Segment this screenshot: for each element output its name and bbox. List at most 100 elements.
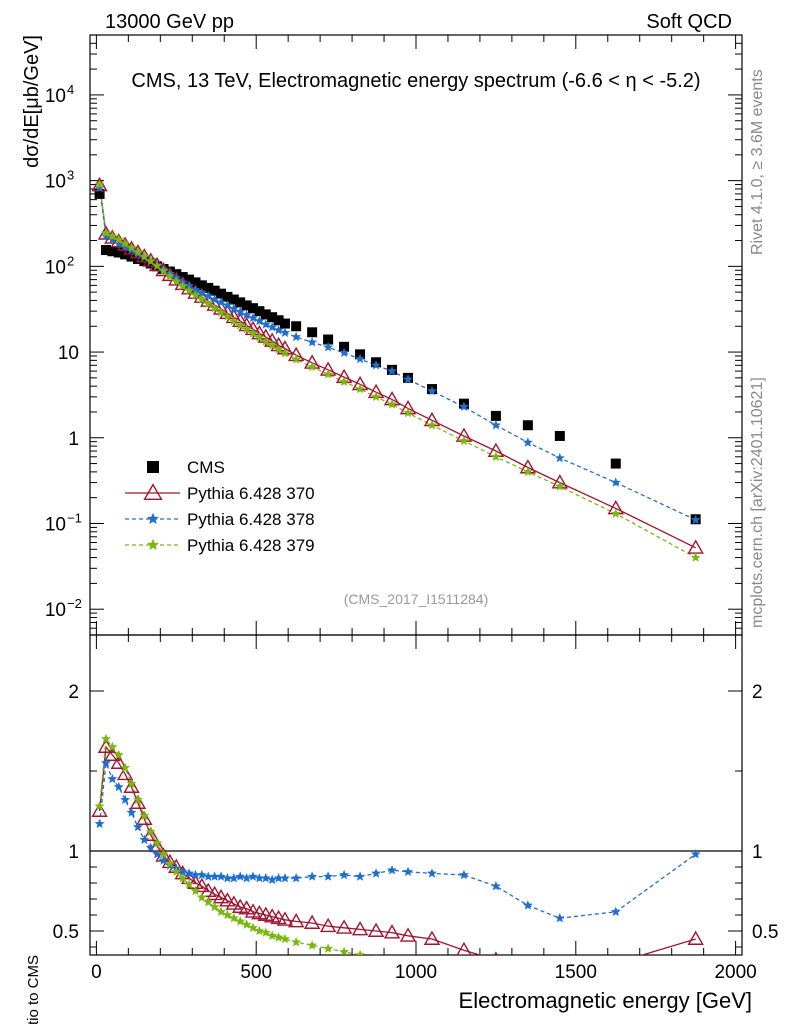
main-point-series-3 [254,332,265,342]
main-series-markers [91,176,704,562]
ratio-point-series-2 [280,933,290,944]
main-point-series-3 [307,361,318,372]
main-point-series-0 [291,321,302,332]
main-point-series-3 [355,383,366,394]
ratio-point-series-0 [238,900,255,915]
main-point-series-3 [241,323,252,334]
main-point-series-0 [107,246,118,257]
ratio-point-series-0 [303,914,321,929]
ratio-point-series-0 [615,954,616,955]
main-point-series-2 [403,374,413,384]
legend-entry: Pythia 6.428 370 [187,484,315,503]
main-point-series-3 [216,307,226,317]
main-point-series-3 [459,435,469,446]
main-point-series-2 [267,321,278,332]
main-y-tick-exponent: 4 [67,82,74,97]
ratio-point-series-1 [139,834,150,845]
main-point-series-0 [260,309,271,320]
main-point-series-2 [235,306,246,316]
main-point-series-2 [184,280,195,291]
main-point-series-2 [209,294,220,304]
main-y-axis-label: dσ/dE[μb/GeV] [21,35,43,168]
main-point-series-3 [209,302,220,313]
main-y-tick-label: 10 [45,600,66,621]
ratio-point-series-1 [126,807,137,817]
ratio-y-tick-label-right: 0.5 [752,922,778,943]
main-point-series-0 [190,277,201,288]
main-point-series-0 [307,327,318,338]
main-point-series-3 [522,466,533,477]
ratio-point-series-1 [101,757,111,768]
ratio-point-series-2 [260,927,271,937]
main-point-series-2 [94,182,105,193]
chart-title: CMS, 13 TeV, Electromagnetic energy spec… [131,70,700,92]
ratio-point-series-0 [244,903,262,918]
ratio-point-series-1 [387,865,397,875]
main-point-series-3 [203,298,214,309]
main-point-series-3 [190,290,201,300]
main-point-series-2 [355,353,366,364]
main-point-series-2 [203,290,214,301]
main-point-series-2 [254,315,265,326]
legend-entry: Pythia 6.428 379 [187,536,315,555]
ratio-point-series-1 [145,842,156,853]
main-point-series-2 [323,341,334,352]
main-point-series-0 [248,303,258,314]
x-tick-label: 500 [240,962,272,983]
main-y-tick-exponent: 2 [67,253,74,268]
ratio-point-series-0 [212,888,230,904]
main-point-series-2 [371,360,381,370]
main-point-series-3 [126,242,137,252]
main-point-series-2 [339,347,350,358]
main-point-series-3 [171,276,182,286]
main-y-tick-exponent: −2 [67,596,82,611]
main-point-series-0 [184,274,195,285]
ratio-point-series-2 [203,897,214,907]
ratio-point-series-2 [158,849,169,859]
ratio-series-line-2 [98,737,364,955]
main-point-series-1 [180,280,198,295]
main-point-series-2 [280,327,290,337]
main-point-series-3 [260,336,271,346]
main-point-series-2 [522,437,533,447]
ratio-point-series-2 [267,930,278,941]
ratio-point-series-1 [690,849,701,859]
ratio-point-series-2 [177,873,188,883]
ratio-point-series-2 [355,949,366,955]
ratio-x-ticks: 0 500 1000 1500 2000 [91,635,757,983]
ratio-point-series-2 [133,794,143,805]
ratio-point-series-1 [228,873,239,883]
ratio-point-series-2 [139,810,150,821]
main-point-series-1 [168,271,185,286]
main-point-series-0 [254,306,265,317]
ratio-point-series-1 [522,900,533,910]
main-point-series-1 [687,539,704,554]
ratio-point-series-1 [113,781,124,792]
main-point-series-2 [610,477,621,487]
ratio-point-series-1 [291,873,302,883]
ratio-point-series-2 [222,909,233,920]
ratio-point-series-1 [403,866,413,877]
main-point-series-3 [196,294,207,304]
ratio-point-series-2 [126,778,137,789]
main-point-series-1 [174,275,191,291]
main-point-series-3 [184,285,195,295]
main-point-series-3 [235,320,246,330]
ratio-y-tick-label: 0.5 [53,922,79,943]
legend-entry: CMS [187,458,225,477]
x-axis-label: Electromagnetic energy [GeV] [459,988,752,1013]
ratio-point-series-0 [91,802,108,817]
main-point-series-0 [209,285,220,296]
main-point-series-0 [235,297,246,308]
main-point-series-2 [554,452,565,463]
main-point-series-3 [371,391,381,402]
process-label: Soft QCD [646,11,732,33]
main-y-tick-exponent: 3 [67,168,74,183]
main-point-series-3 [291,354,302,364]
legend-marker [147,538,159,551]
main-point-series-2 [260,319,271,329]
main-point-series-3 [152,260,163,271]
ratio-point-series-0 [351,920,369,936]
